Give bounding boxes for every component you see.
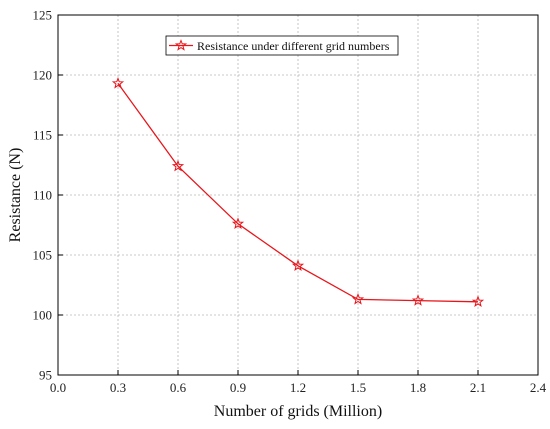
data-point-star [411, 294, 425, 306]
y-tick-label: 110 [33, 188, 52, 203]
legend-star-marker [174, 39, 188, 51]
y-tick-label: 105 [33, 248, 53, 263]
x-tick-label: 1.2 [290, 380, 306, 395]
x-tick-label: 0.6 [170, 380, 187, 395]
x-axis-title: Number of grids (Million) [214, 403, 382, 420]
x-tick-label: 0.0 [50, 380, 66, 395]
data-point-star [291, 259, 305, 272]
x-tick-label: 0.3 [110, 380, 126, 395]
x-tick-label: 2.1 [470, 380, 486, 395]
axis-ticks: 0.0 0.3 0.6 0.9 1.2 1.5 1.8 2.1 2.4 95 100 105 110 11… [33, 8, 547, 396]
data-point-star [471, 295, 485, 308]
data-point-star [111, 76, 125, 89]
data-point-star [231, 217, 245, 230]
x-tick-label: 2.4 [530, 380, 547, 395]
y-tick-label: 95 [39, 368, 52, 383]
y-axis-title: Resistance (N) [7, 148, 24, 243]
legend: Resistance under different grid numbers [165, 35, 399, 56]
y-tick-label: 115 [33, 128, 52, 143]
x-tick-label: 1.8 [410, 380, 426, 395]
y-tick-label: 100 [33, 308, 53, 323]
data-point-star [171, 159, 185, 172]
y-tick-label: 125 [33, 8, 53, 23]
data-point-star [351, 292, 365, 305]
legend-box [165, 35, 399, 56]
x-tick-label: 0.9 [230, 380, 246, 395]
x-tick-label: 1.5 [350, 380, 366, 395]
series-line [117, 83, 479, 303]
data-series [111, 76, 485, 308]
grid-lines [58, 15, 538, 375]
legend-label: Resistance under different grid numbers [197, 39, 390, 53]
y-tick-label: 120 [33, 68, 53, 83]
